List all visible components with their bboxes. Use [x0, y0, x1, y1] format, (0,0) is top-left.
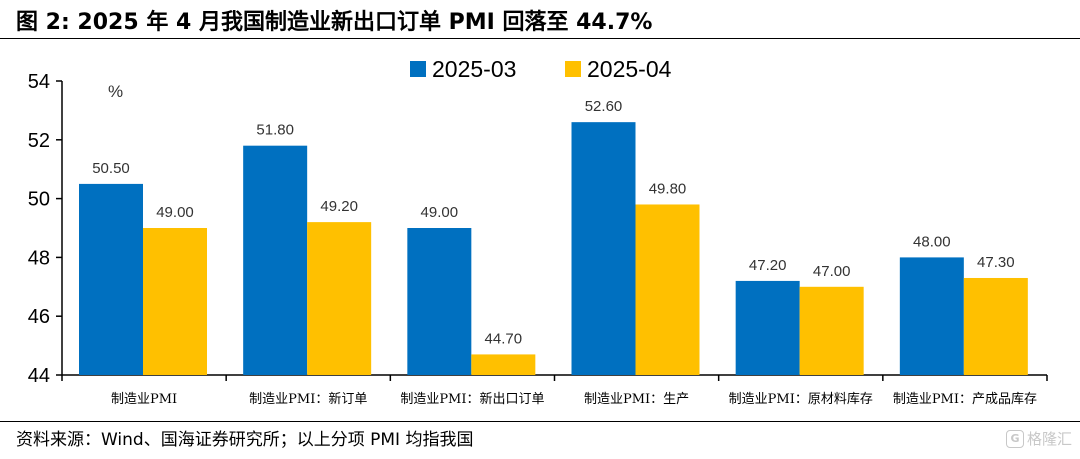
bar-2025-04 — [471, 354, 536, 375]
data-label: 49.80 — [649, 180, 687, 197]
data-label: 44.70 — [485, 330, 523, 347]
watermark-text: 格隆汇 — [1026, 430, 1072, 448]
bar-2025-03 — [407, 228, 472, 375]
bar-2025-04 — [307, 222, 372, 375]
data-label: 47.00 — [813, 263, 851, 280]
y-tick-label: 46 — [28, 306, 50, 328]
bar-2025-04 — [635, 204, 700, 375]
bar-2025-03 — [571, 122, 636, 375]
y-unit-label: % — [108, 82, 123, 101]
top-rule — [0, 38, 1080, 39]
x-category-label: 制造业PMI：新出口订单 — [400, 391, 544, 407]
y-tick-label: 50 — [28, 189, 50, 211]
data-label: 51.80 — [256, 122, 294, 139]
data-label: 47.30 — [977, 254, 1015, 271]
bar-2025-03 — [243, 145, 308, 375]
x-category-label: 制造业PMI：新订单 — [249, 391, 367, 407]
data-label: 50.50 — [92, 160, 130, 177]
data-label: 48.00 — [913, 233, 951, 250]
bar-2025-04 — [143, 228, 207, 375]
bar-2025-03 — [899, 257, 964, 375]
y-tick-label: 54 — [28, 71, 50, 93]
legend-label: 2025-03 — [432, 56, 516, 82]
legend-label: 2025-04 — [587, 56, 672, 82]
data-label: 49.20 — [320, 198, 358, 215]
x-category-label: 制造业PMI：生产 — [584, 392, 689, 407]
bar-chart: 44 46 48 50 52 54 % 50.50 49.00 制造业PMI 51.80 49.20 制… — [28, 56, 1048, 407]
bar-2025-03 — [79, 183, 143, 375]
x-category-label: 制造业PMI — [111, 392, 177, 407]
bar-2025-04 — [799, 286, 864, 375]
y-tick-label: 52 — [28, 130, 50, 152]
bar-2025-04 — [963, 277, 1028, 375]
y-tick-label: 48 — [28, 247, 50, 269]
data-label: 52.60 — [585, 98, 623, 115]
source-note: 资料来源：Wind、国海证券研究所；以上分项 PMI 均指我国 — [16, 430, 474, 450]
y-tick-label: 44 — [28, 365, 50, 387]
data-label: 49.00 — [156, 204, 194, 221]
watermark-logo-icon: G — [1005, 429, 1024, 448]
bottom-rule — [0, 421, 1080, 422]
bar-2025-03 — [735, 280, 800, 375]
x-category-label: 制造业PMI：原材料库存 — [729, 391, 873, 407]
data-label: 49.00 — [421, 204, 459, 221]
x-category-label: 制造业PMI：产成品库存 — [893, 391, 1037, 407]
data-label: 47.20 — [749, 257, 787, 274]
watermark: G 格隆汇 — [1005, 428, 1072, 449]
legend-swatch-2025-03 — [410, 61, 426, 77]
figure-title: 图 2: 2025 年 4 月我国制造业新出口订单 PMI 回落至 44.7% — [16, 10, 653, 35]
legend-swatch-2025-04 — [565, 61, 581, 77]
